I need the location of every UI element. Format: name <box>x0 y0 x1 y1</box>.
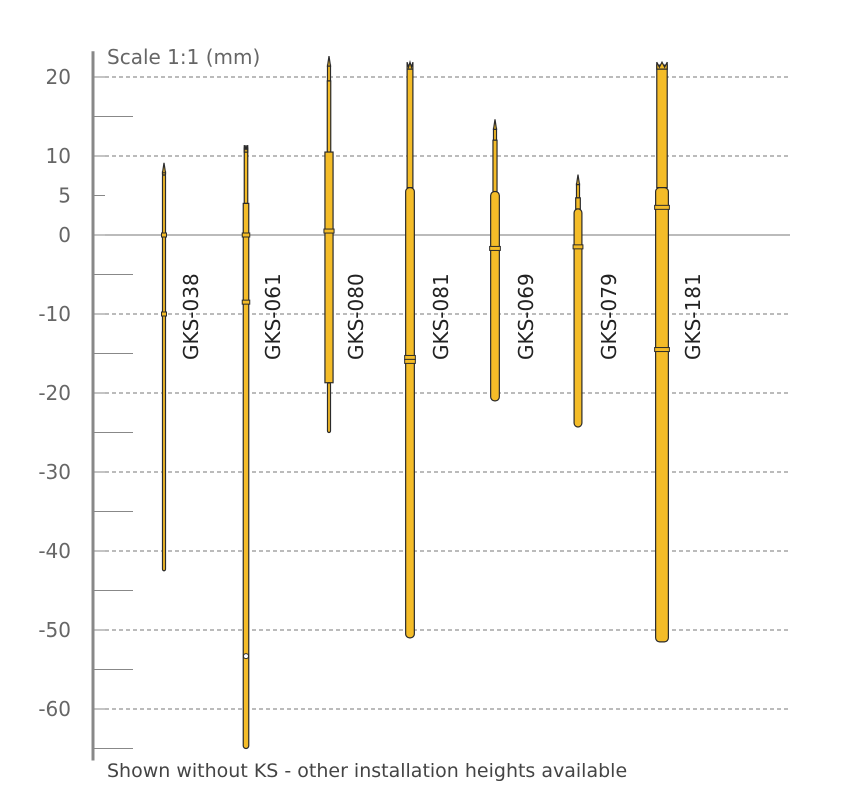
tick-label: -40 <box>38 539 71 563</box>
pin-ring-mark <box>489 245 501 251</box>
footnote: Shown without KS - other installation he… <box>107 760 627 782</box>
pin-ring-mark <box>572 244 584 250</box>
pin-segment <box>326 80 332 153</box>
pin-ring-mark <box>404 354 416 360</box>
pin-segment <box>573 208 583 428</box>
pin-ring-mark <box>241 299 251 305</box>
pin-ring-mark <box>161 311 167 317</box>
pin-segment <box>492 139 498 193</box>
pin-tip-point <box>161 162 167 174</box>
pin-tip-crown <box>656 60 668 70</box>
pin-segment <box>326 64 332 82</box>
pin-ring-mark <box>404 358 416 364</box>
pin-ring-mark <box>654 347 670 353</box>
pin-segment <box>324 151 334 384</box>
pin-segment <box>490 190 500 402</box>
pin-labels-layer: GKS-038 GKS-061 GKS-080 GKS-081 GKS-069 GKS-0… <box>179 273 705 360</box>
pin-gks-081 <box>404 59 416 639</box>
pin-tip-point <box>492 119 498 130</box>
pins-layer <box>161 56 670 750</box>
pin-segment <box>243 147 249 205</box>
pin-gks-181 <box>654 60 670 643</box>
tick-label: -10 <box>38 302 71 326</box>
pin-segment <box>405 187 415 639</box>
pin-segment <box>242 202 250 303</box>
pin-gks-038 <box>161 162 167 572</box>
pin-ring-mark <box>161 232 167 238</box>
pin-segment <box>326 382 332 434</box>
tick-label: 5 <box>58 184 71 208</box>
pin-segment <box>161 174 167 572</box>
tick-label: -60 <box>38 697 71 721</box>
pin-tip-crown <box>406 59 414 70</box>
y-axis: 20 10 5 0 -10 -20 -30 -40 -50 -60 <box>38 51 133 761</box>
pin-label: GKS-061 <box>261 273 285 360</box>
pin-label: GKS-080 <box>344 273 368 360</box>
tick-label: -30 <box>38 460 71 484</box>
tick-label: 0 <box>58 223 71 247</box>
pin-label: GKS-081 <box>429 273 453 360</box>
pin-segment <box>242 301 250 750</box>
pin-gks-079 <box>572 174 584 428</box>
pin-hole <box>243 653 249 660</box>
scale-label: Scale 1:1 (mm) <box>107 45 260 69</box>
pin-segment <box>655 187 669 643</box>
pin-segment <box>575 197 581 210</box>
tick-label: -50 <box>38 618 71 642</box>
pin-label: GKS-069 <box>514 273 538 360</box>
pin-segment <box>656 64 668 189</box>
pin-segment <box>406 64 414 189</box>
tick-label: 20 <box>46 65 71 89</box>
pin-label: GKS-079 <box>597 273 621 360</box>
pin-segment <box>575 183 581 199</box>
pin-tip-point <box>575 174 581 186</box>
pin-label: GKS-181 <box>681 273 705 360</box>
pin-gks-069 <box>489 119 501 402</box>
pin-segment <box>492 127 498 141</box>
pin-ring-mark <box>654 204 670 210</box>
pin-ring-mark <box>323 228 335 234</box>
pin-tip-point <box>326 56 332 67</box>
pin-gks-080 <box>323 56 335 434</box>
pin-gks-061 <box>241 144 251 750</box>
pin-label: GKS-038 <box>179 273 203 360</box>
tick-label: 10 <box>46 144 71 168</box>
grid-layer <box>98 76 790 710</box>
pin-ring-mark <box>241 232 251 238</box>
pin-tip-crown <box>243 144 249 153</box>
tick-label: -20 <box>38 381 71 405</box>
